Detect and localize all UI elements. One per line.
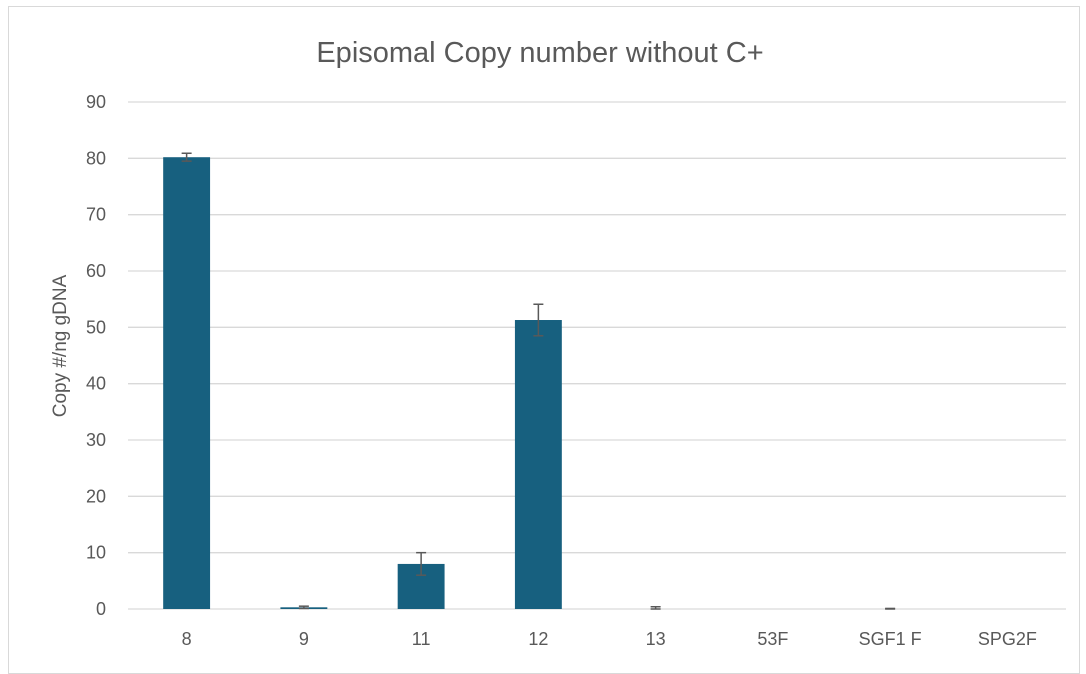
y-tick-label: 40	[86, 374, 106, 394]
error-bar-sgf1-f	[885, 607, 896, 610]
y-tick-label: 50	[86, 317, 106, 337]
x-tick-label: 12	[528, 629, 548, 649]
y-tick-label: 70	[86, 205, 106, 225]
y-tick-label: 30	[86, 430, 106, 450]
error-bar-9	[298, 605, 309, 610]
y-axis-label: Copy #/ng gDNA	[50, 274, 71, 417]
error-bar-12	[533, 303, 544, 337]
x-tick-label: 53F	[757, 629, 788, 649]
x-tick-label: SGF1 F	[859, 629, 922, 649]
x-tick-label: SPG2F	[978, 629, 1037, 649]
y-tick-label: 0	[96, 599, 106, 619]
y-tick-label: 60	[86, 261, 106, 281]
error-bar-13	[650, 605, 661, 610]
chart-title: Episomal Copy number without C+	[316, 37, 763, 69]
bar-8	[163, 157, 211, 609]
error-bar-8	[181, 152, 192, 162]
x-tick-label: 8	[182, 629, 192, 649]
y-tick-label: 20	[86, 486, 106, 506]
y-tick-label: 10	[86, 543, 106, 563]
x-tick-label: 9	[299, 629, 309, 649]
error-bar-11	[416, 551, 427, 576]
x-tick-label: 13	[646, 629, 666, 649]
x-tick-label: 11	[412, 629, 431, 649]
y-tick-label: 80	[86, 148, 106, 168]
bar-12	[514, 320, 562, 609]
y-tick-label: 90	[86, 92, 106, 112]
